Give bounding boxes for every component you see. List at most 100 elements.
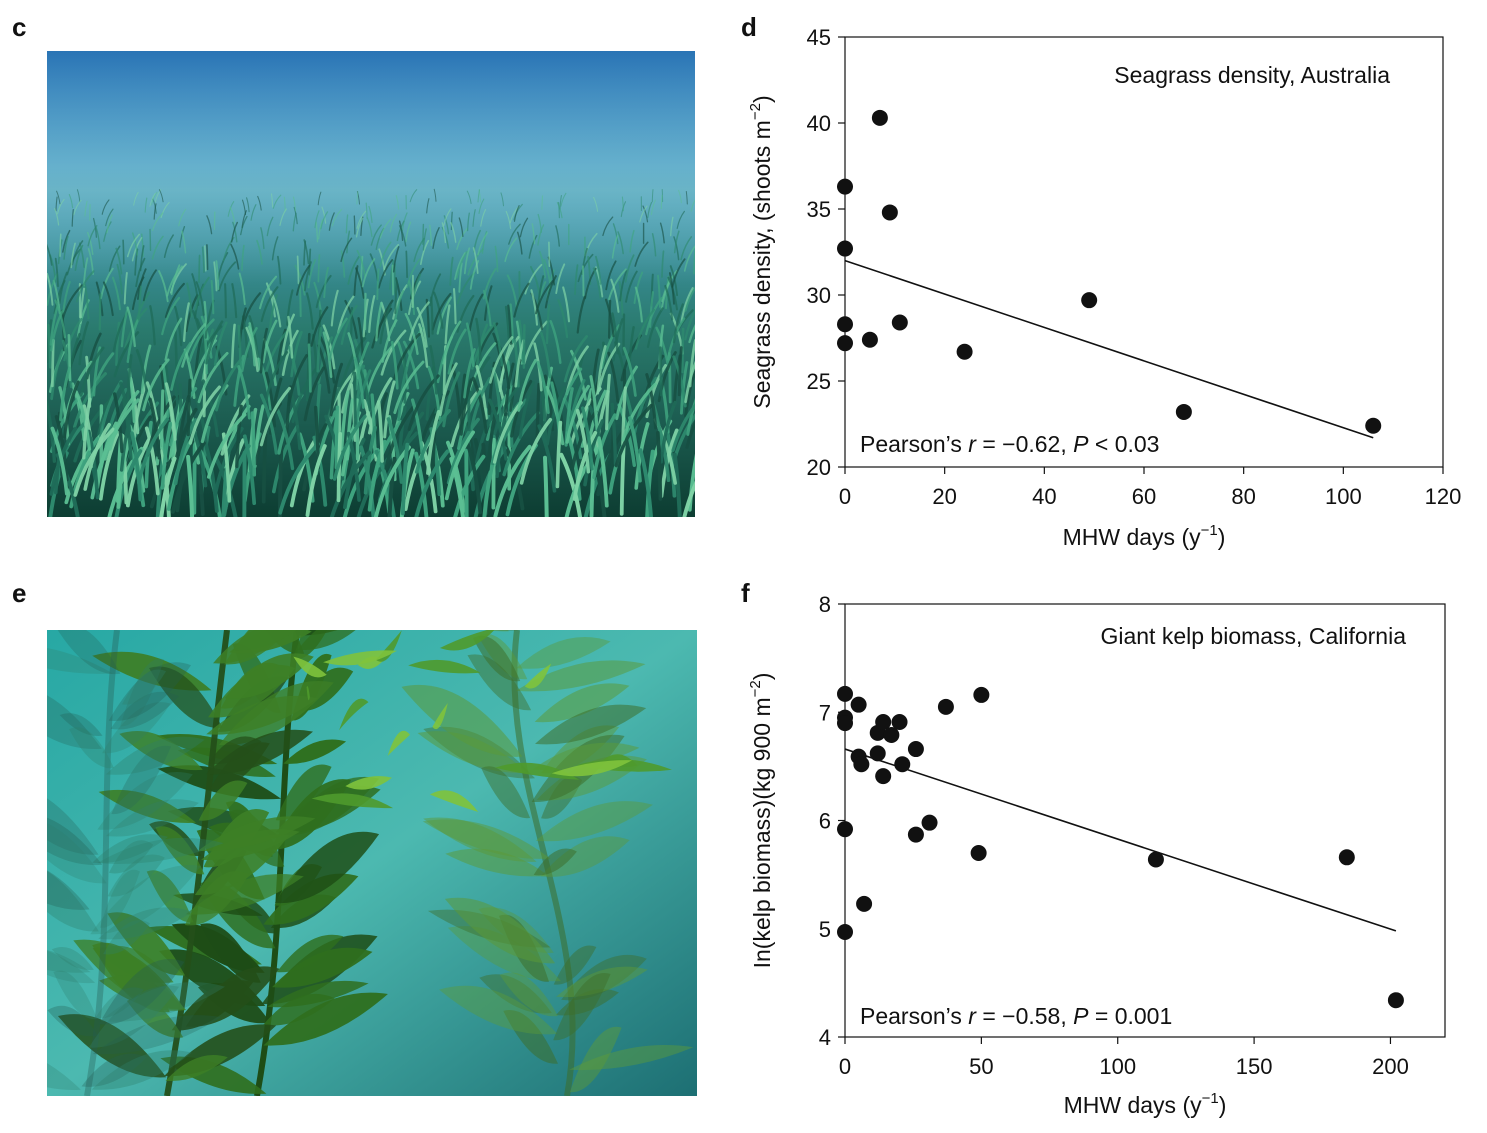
annotation-p-value: = 0.001: [1088, 1003, 1172, 1029]
x-tick-label: 0: [839, 1054, 851, 1079]
y-tick-label: 6: [819, 809, 831, 834]
chart-title: Giant kelp biomass, California: [1100, 623, 1406, 649]
data-point: [875, 713, 892, 730]
annotation-p-symbol: P: [1073, 431, 1089, 457]
y-tick-label: 4: [819, 1025, 831, 1050]
regression-line: [844, 748, 1397, 932]
y-axis-label-text: In(kelp biomass)(kg 900 m: [749, 697, 775, 968]
data-point: [837, 821, 853, 838]
panel-letter-c: c: [12, 12, 27, 42]
annotation-p-symbol: P: [1073, 1003, 1089, 1029]
giant-kelp-forest-photo: [47, 630, 697, 1096]
annotation-r-symbol: r: [968, 431, 977, 457]
seagrass-blades: [47, 188, 695, 517]
regression-line: [844, 259, 1374, 439]
data-point: [837, 335, 853, 352]
panel-letter-f: f: [741, 578, 750, 608]
x-tick-label: 150: [1236, 1054, 1273, 1079]
y-tick-label: 25: [807, 369, 831, 394]
x-tick-label: 40: [1032, 484, 1056, 509]
y-tick-label: 30: [807, 283, 831, 308]
data-point: [973, 686, 990, 703]
x-tick-label: 60: [1132, 484, 1156, 509]
y-axis-label-end: ): [749, 95, 775, 103]
data-point: [937, 698, 954, 715]
data-point: [921, 814, 938, 831]
annotation-r-value: = −0.58,: [976, 1003, 1073, 1029]
y-axis-label-text: Seagrass density, (shoots m: [749, 120, 775, 408]
data-point: [1365, 417, 1382, 434]
data-point: [850, 696, 867, 713]
seagrass-meadow-photo: [47, 51, 695, 517]
y-tick-label: 40: [807, 111, 831, 136]
data-point: [853, 756, 870, 773]
data-point: [881, 204, 898, 221]
chart-title: Seagrass density, Australia: [1114, 62, 1390, 88]
x-axis-label-end: ): [1219, 1092, 1227, 1118]
data-point: [837, 685, 853, 702]
y-axis-label-end: ): [749, 673, 775, 681]
annotation-prefix: Pearson’s: [860, 431, 968, 457]
y-axis-label-sup: −2: [747, 103, 764, 120]
data-point: [837, 923, 853, 940]
data-point: [837, 178, 853, 195]
x-tick-label: 120: [1425, 484, 1462, 509]
data-point: [875, 768, 892, 785]
y-axis-label: In(kelp biomass)(kg 900 m−2): [747, 673, 775, 969]
data-point: [837, 715, 853, 732]
y-tick-label: 8: [819, 592, 831, 617]
x-tick-label: 0: [839, 484, 851, 509]
data-point: [1338, 849, 1355, 866]
data-point: [970, 844, 987, 861]
pearson-annotation: Pearson’s r = −0.62, P < 0.03: [860, 431, 1159, 457]
data-point: [1147, 851, 1164, 868]
data-point: [1175, 403, 1192, 420]
pearson-annotation: Pearson’s r = −0.58, P = 0.001: [860, 1003, 1172, 1029]
data-point: [869, 745, 886, 762]
y-tick-label: 35: [807, 197, 831, 222]
plot-frame: [844, 36, 1444, 468]
kelp-fronds: [47, 630, 694, 1096]
x-tick-label: 100: [1325, 484, 1362, 509]
y-axis-label: Seagrass density, (shoots m−2): [747, 95, 775, 408]
data-point: [861, 331, 878, 348]
x-tick-label: 20: [932, 484, 956, 509]
data-point: [837, 316, 853, 333]
data-point: [907, 826, 924, 843]
x-tick-label: 100: [1099, 1054, 1136, 1079]
data-point: [907, 741, 924, 758]
x-axis-label: MHW days (y−1): [1064, 1090, 1227, 1118]
y-axis-label-sup: −2: [747, 680, 764, 697]
data-point: [1387, 992, 1404, 1009]
data-point: [891, 713, 908, 730]
y-tick-label: 45: [807, 25, 831, 50]
x-tick-label: 80: [1231, 484, 1255, 509]
x-axis-label: MHW days (y−1): [1063, 522, 1226, 550]
annotation-prefix: Pearson’s: [860, 1003, 968, 1029]
data-point: [894, 756, 911, 773]
y-tick-label: 20: [807, 455, 831, 480]
x-axis-label-sup: −1: [1201, 522, 1218, 539]
x-tick-label: 200: [1372, 1054, 1409, 1079]
data-point: [883, 726, 900, 743]
x-axis-label-text: MHW days (y: [1064, 1092, 1203, 1118]
data-point: [837, 240, 853, 257]
y-tick-label: 7: [819, 700, 831, 725]
panel-letter-e: e: [12, 578, 27, 608]
panel-letter-d: d: [741, 12, 757, 42]
data-point: [891, 314, 908, 331]
data-point: [1081, 292, 1098, 309]
annotation-p-value: < 0.03: [1088, 431, 1159, 457]
chart-seagrass-density: 0 20 40 60 80 100 120 20 25 30 35 40 45 MHW days (y−1…: [747, 25, 1461, 550]
x-axis-label-sup: −1: [1202, 1090, 1219, 1107]
annotation-r-symbol: r: [968, 1003, 977, 1029]
x-axis-label-text: MHW days (y: [1063, 524, 1202, 550]
x-axis-label-end: ): [1218, 524, 1226, 550]
x-tick-label: 50: [969, 1054, 993, 1079]
data-point: [871, 109, 888, 126]
annotation-r-value: = −0.62,: [976, 431, 1073, 457]
data-point: [856, 895, 873, 912]
data-point: [956, 343, 973, 360]
